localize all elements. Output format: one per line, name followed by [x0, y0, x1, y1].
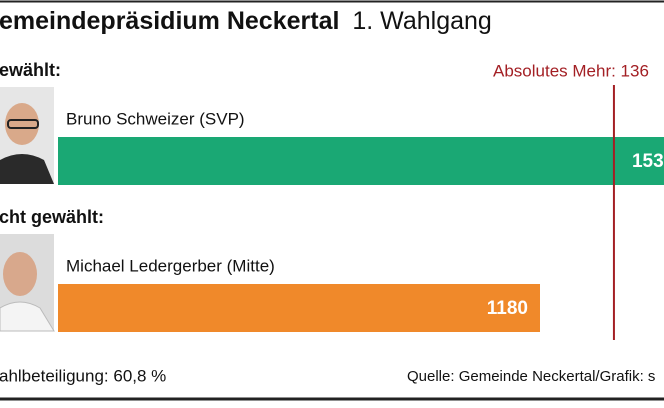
category-label: Michael Ledergerber (Mitte) [66, 256, 275, 275]
chart-title: emeindepräsidium Neckertal [0, 7, 339, 35]
photo [0, 87, 54, 184]
heading: emeindepräsidium Neckertal 1. Wahlgang [0, 7, 492, 35]
chart-subtitle: 1. Wahlgang [352, 7, 491, 35]
category-label: Bruno Schweizer (SVP) [66, 109, 245, 128]
value-label: 1538 [632, 151, 664, 172]
group-label: cht gewählt: [0, 207, 104, 227]
footer-left: ahlbeteiligung: 60,8 % [0, 366, 166, 385]
threshold-label: Absolutes Mehr: 136 [493, 61, 649, 80]
bar [58, 284, 540, 332]
photo [0, 234, 55, 332]
bar [58, 137, 664, 185]
value-label: 1180 [487, 298, 528, 319]
footer-right: Quelle: Gemeinde Neckertal/Grafik: s [407, 368, 655, 385]
group-label: ewählt: [0, 60, 61, 80]
